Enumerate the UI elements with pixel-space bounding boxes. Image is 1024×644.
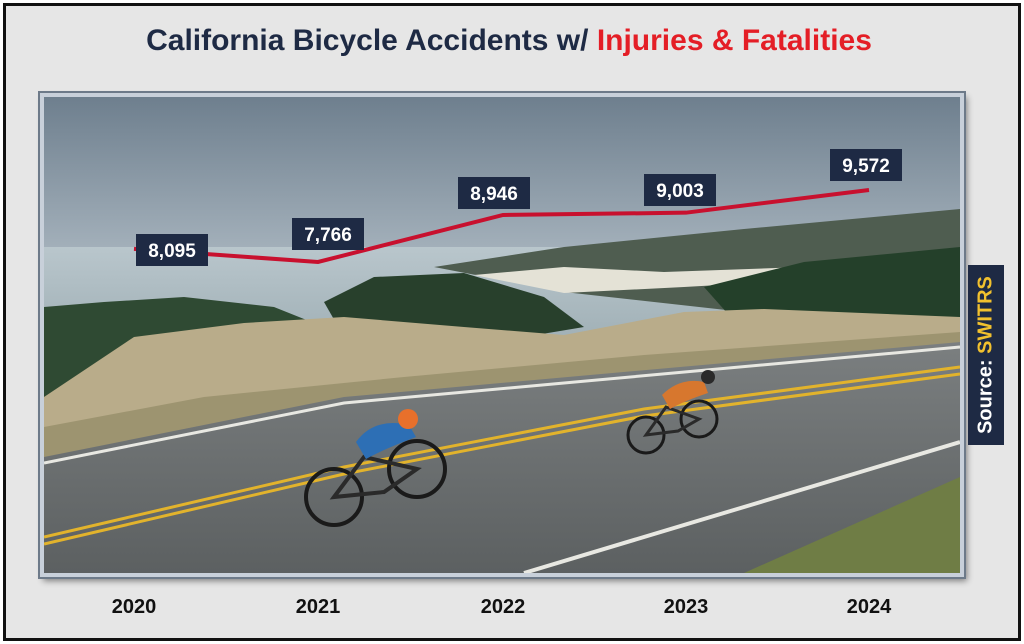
source-name: SWITRS <box>974 276 997 354</box>
source-badge: Source: SWITRS <box>968 265 1004 445</box>
chart-title: California Bicycle Accidents w/ Injuries… <box>0 24 1018 58</box>
data-label-box <box>292 218 364 250</box>
coastal-road-cyclists-image <box>44 97 960 573</box>
x-tick-label-2022: 2022 <box>480 596 526 618</box>
data-label-box <box>644 174 716 206</box>
data-label-2024: 9,572 <box>830 149 902 181</box>
x-tick-label-2020: 2020 <box>111 596 157 618</box>
data-label-box <box>830 149 902 181</box>
x-tick-label-2021: 2021 <box>295 596 341 618</box>
data-label-2023: 9,003 <box>644 174 716 206</box>
data-label-text: 9,003 <box>656 181 704 202</box>
title-main: California Bicycle Accidents w/ <box>146 24 589 57</box>
data-label-text: 8,095 <box>148 241 196 262</box>
data-label-text: 8,946 <box>470 184 518 205</box>
title-highlight: Injuries & Fatalities <box>596 24 872 57</box>
data-label-2022: 8,946 <box>458 177 530 209</box>
cyclist-back <box>626 370 719 455</box>
x-tick-label-2024: 2024 <box>846 596 892 618</box>
data-label-box <box>136 234 208 266</box>
series-line <box>133 188 870 265</box>
source-label: Source: <box>974 359 997 434</box>
data-label-2020: 8,095 <box>136 234 208 266</box>
data-label-2021: 7,766 <box>292 218 364 250</box>
data-label-box <box>458 177 530 209</box>
background-photo <box>40 93 964 577</box>
x-tick-label-2023: 2023 <box>663 596 709 618</box>
data-label-text: 7,766 <box>304 225 352 246</box>
cyclist-front <box>304 409 447 527</box>
data-label-text: 9,572 <box>842 156 890 177</box>
